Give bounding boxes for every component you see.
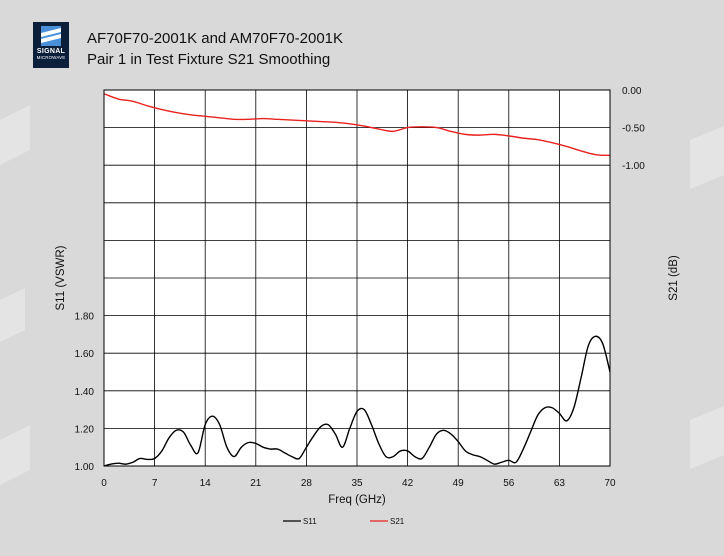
left-y-tick-label: 1.40 [75,387,95,398]
x-axis-title: Freq (GHz) [328,494,386,506]
x-tick-label: 7 [152,478,158,489]
left-y-tick-label: 1.60 [75,349,95,360]
x-tick-label: 0 [101,478,107,489]
series-layer [103,93,611,467]
legend: S11 S21 [283,517,405,526]
signal-microwave-logo: SIGNAL MICROWAVE [33,22,69,68]
legend-s11-label: S11 [303,517,317,526]
series-line-s21 [103,93,611,157]
left-y-tick-labels: 1.00 1.20 1.40 1.60 1.80 [75,312,95,473]
right-y-tick-labels: 0.00 -0.50 -1.00 [622,86,645,172]
x-tick-label: 56 [503,478,515,489]
right-y-tick-label: 0.00 [622,86,642,97]
logo-word: SIGNAL [36,48,66,55]
right-y-axis-title: S21 (dB) [668,255,680,301]
logo-emblem-icon [41,26,61,46]
left-y-tick-label: 1.20 [75,424,95,435]
right-y-tick-label: -1.00 [622,161,645,172]
left-y-tick-label: 1.80 [75,312,95,323]
x-tick-label: 70 [604,478,616,489]
logo-subword: MICROWAVE [36,55,66,60]
chart-title-line-2: Pair 1 in Test Fixture S21 Smoothing [87,51,331,68]
chart-title-line-1: AF70F70-2001K and AM70F70-2001K [87,30,344,47]
x-tick-label: 49 [453,478,465,489]
x-tick-label: 28 [301,478,313,489]
legend-s21-label: S21 [390,517,405,526]
x-tick-label: 21 [250,478,262,489]
x-tick-label: 63 [554,478,566,489]
x-tick-label: 42 [402,478,414,489]
plot-border [103,89,611,467]
series-line-s11 [103,335,611,467]
left-y-axis-title: S11 (VSWR) [55,245,67,310]
x-tick-label: 35 [351,478,363,489]
x-tick-label: 14 [200,478,212,489]
left-y-tick-label: 1.00 [75,462,95,473]
grid [104,90,610,466]
x-tick-labels: 0 7 14 21 28 35 42 49 56 63 70 [101,478,616,489]
right-y-tick-label: -0.50 [622,124,645,135]
